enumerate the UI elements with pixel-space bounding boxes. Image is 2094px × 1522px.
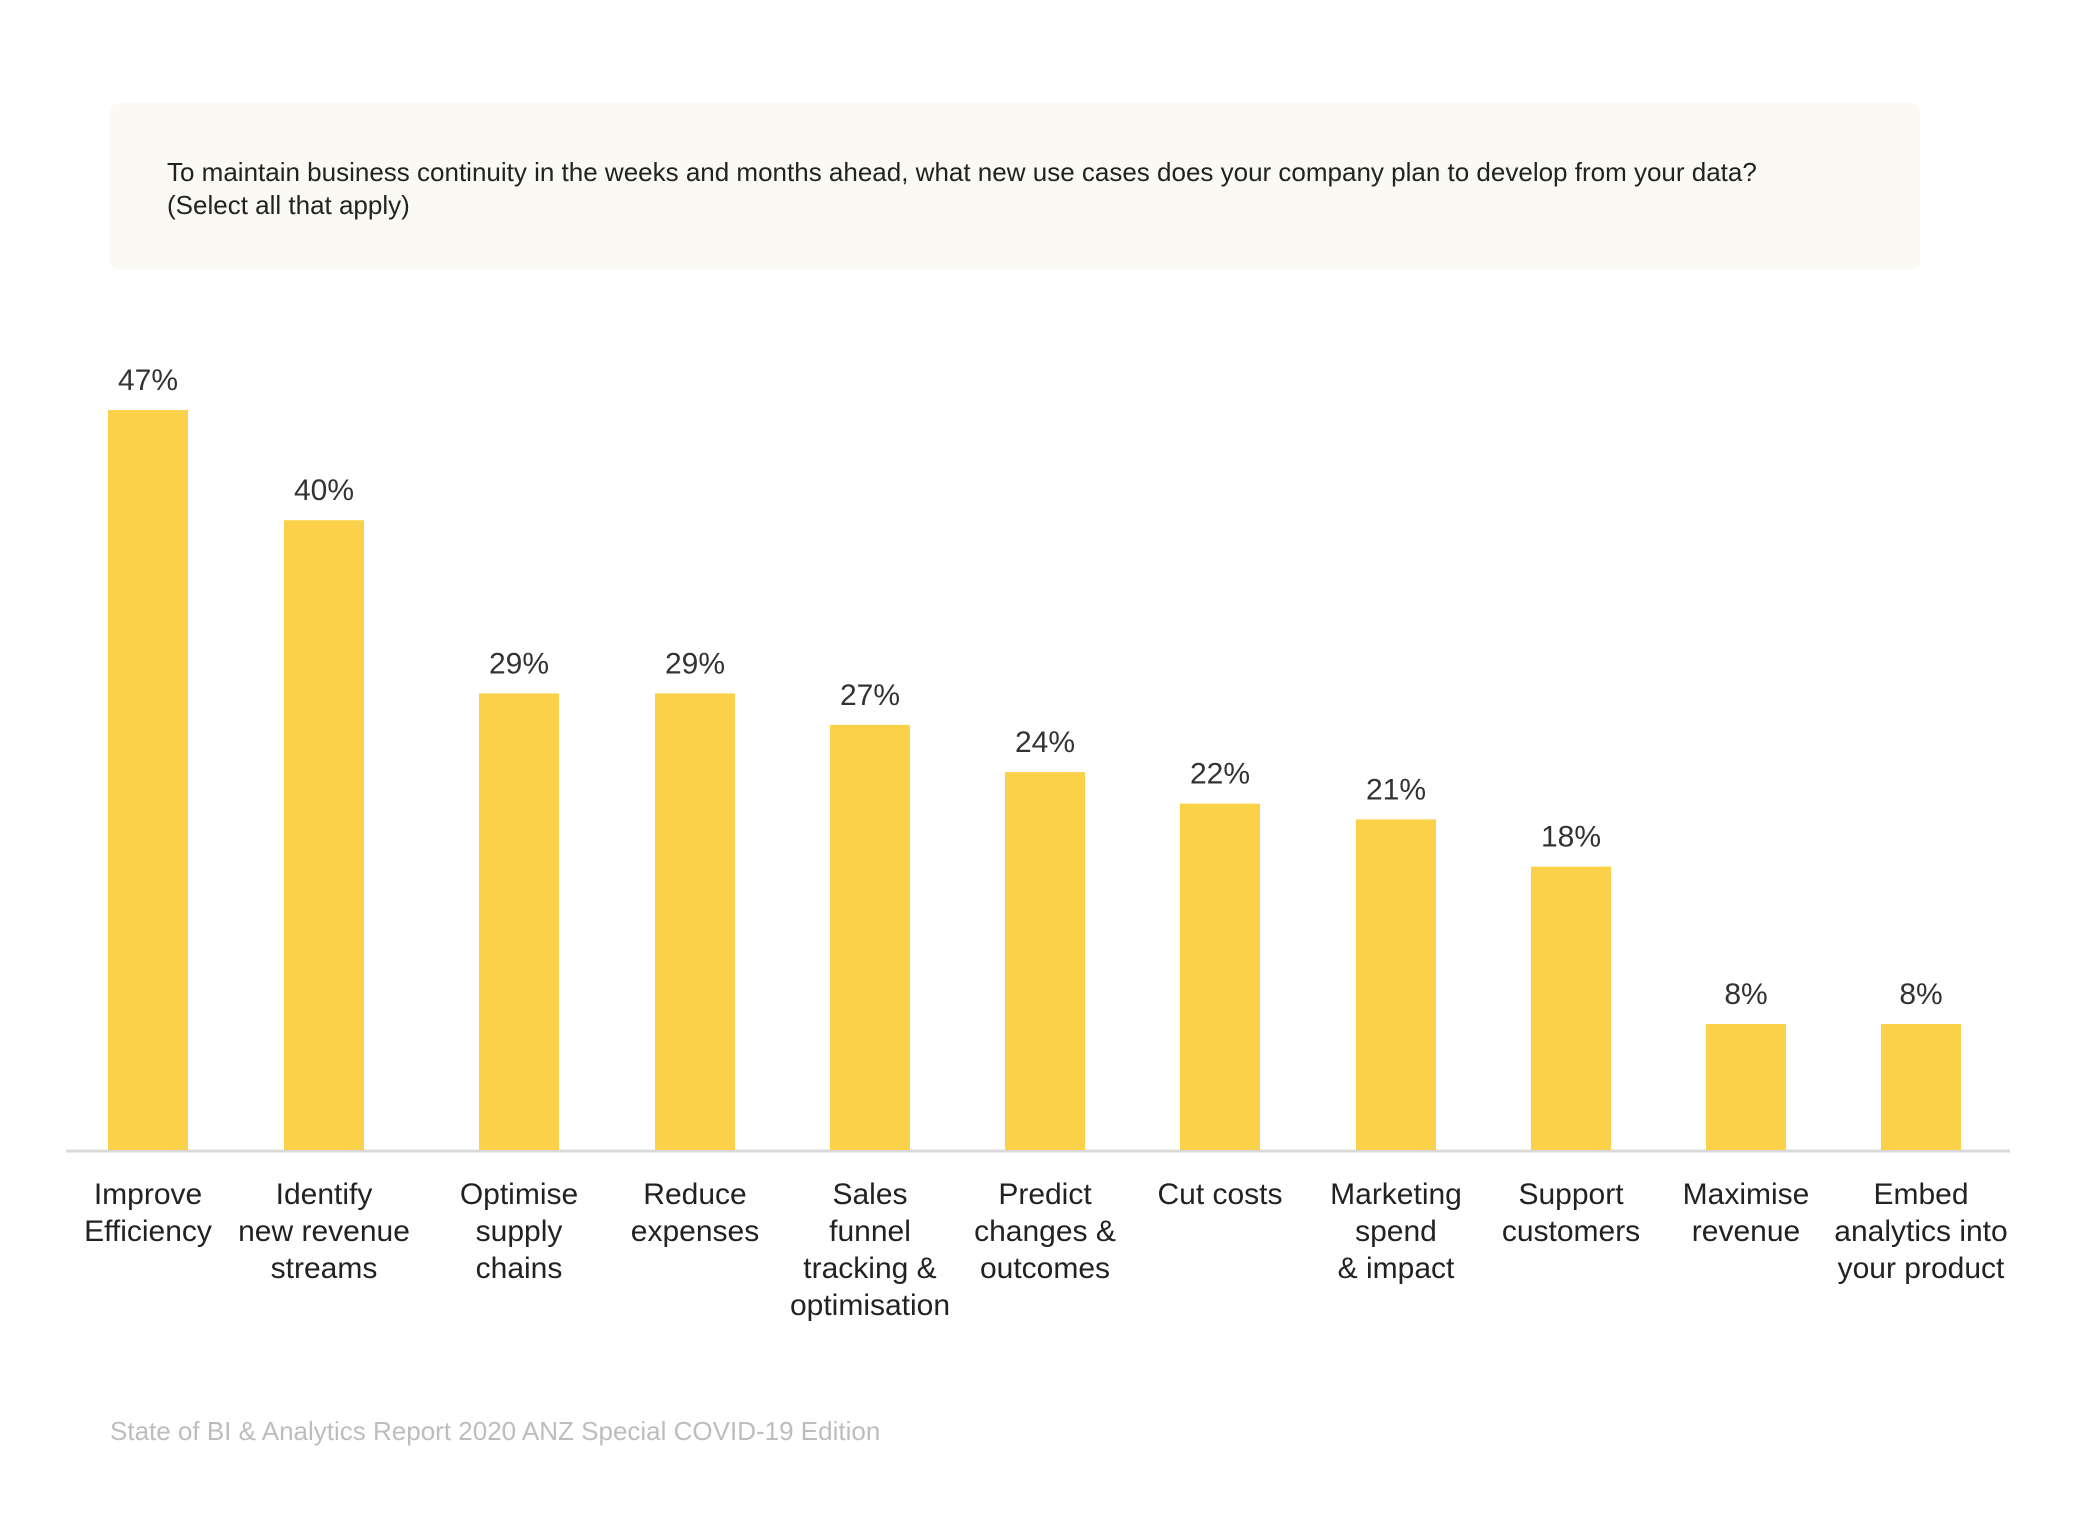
category-label-2: Optimise supply chains (460, 1178, 578, 1285)
bar-1 (284, 520, 364, 1150)
category-label-5-line-0: Predict (998, 1178, 1092, 1211)
category-label-8: Support customers (1502, 1178, 1640, 1248)
bar-3 (655, 693, 735, 1150)
category-label-9: Maximise revenue (1683, 1178, 1810, 1248)
value-label-0: 47% (118, 364, 178, 397)
category-label-6: Cut costs (1157, 1178, 1282, 1211)
category-label-4-line-3: optimisation (790, 1289, 950, 1322)
category-label-10-line-0: Embed (1873, 1178, 1968, 1211)
category-label-5-line-2: outcomes (980, 1252, 1110, 1285)
value-label-5: 24% (1015, 726, 1075, 759)
value-label-9: 8% (1724, 978, 1767, 1011)
category-label-4-line-1: funnel (829, 1215, 911, 1248)
value-label-10: 8% (1899, 978, 1942, 1011)
bar-0 (108, 410, 188, 1150)
category-label-3-line-1: expenses (631, 1215, 759, 1248)
category-label-7-line-2: & impact (1338, 1252, 1455, 1285)
category-label-3-line-0: Reduce (643, 1178, 746, 1211)
category-label-7: Marketing spend & impact (1330, 1178, 1462, 1285)
value-label-4: 27% (840, 679, 900, 712)
value-label-8: 18% (1541, 821, 1601, 854)
category-label-7-line-1: spend (1355, 1215, 1437, 1248)
category-label-9-line-1: revenue (1692, 1215, 1800, 1248)
question-box: To maintain business continuity in the w… (110, 103, 1920, 269)
category-label-0: Improve Efficiency (84, 1178, 212, 1248)
category-label-6-line-0: Cut costs (1157, 1178, 1282, 1211)
value-label-6: 22% (1190, 758, 1250, 791)
category-label-2-line-1: supply (476, 1215, 563, 1248)
category-label-4: Sales funnel tracking & optimisation (790, 1178, 950, 1322)
category-label-2-line-2: chains (476, 1252, 563, 1285)
bar-8 (1531, 866, 1611, 1150)
question-text-line-1: To maintain business continuity in the w… (167, 157, 1757, 187)
category-label-2-line-0: Optimise (460, 1178, 578, 1211)
category-label-4-line-0: Sales (832, 1178, 907, 1211)
category-label-8-line-1: customers (1502, 1215, 1640, 1248)
category-label-8-line-0: Support (1518, 1178, 1624, 1211)
category-label-10-line-1: analytics into (1834, 1215, 2007, 1248)
bar-2 (479, 693, 559, 1150)
value-label-7: 21% (1366, 773, 1426, 806)
bar-6 (1180, 803, 1260, 1150)
bar-9 (1706, 1024, 1786, 1150)
bar-10 (1881, 1024, 1961, 1150)
category-label-1: Identify new revenue streams (238, 1178, 410, 1285)
bar-4 (830, 724, 910, 1150)
category-label-5: Predict changes & outcomes (974, 1178, 1116, 1285)
category-label-5-line-1: changes & (974, 1215, 1116, 1248)
category-label-0-line-0: Improve (94, 1178, 202, 1211)
category-label-10-line-2: your product (1838, 1252, 2005, 1285)
question-text-line-2: (Select all that apply) (167, 190, 410, 220)
category-label-7-line-0: Marketing (1330, 1178, 1462, 1211)
source-note: State of BI & Analytics Report 2020 ANZ … (110, 1416, 881, 1446)
bar-7 (1356, 819, 1436, 1150)
category-label-0-line-1: Efficiency (84, 1215, 212, 1248)
value-label-2: 29% (489, 647, 549, 680)
bar-5 (1005, 772, 1085, 1150)
category-label-1-line-2: streams (271, 1252, 378, 1285)
category-label-9-line-0: Maximise (1683, 1178, 1810, 1211)
value-label-3: 29% (665, 647, 725, 680)
value-label-1: 40% (294, 474, 354, 507)
category-label-10: Embed analytics into your product (1834, 1178, 2007, 1285)
category-label-4-line-2: tracking & (803, 1252, 936, 1285)
category-label-3: Reduce expenses (631, 1178, 759, 1248)
category-label-1-line-0: Identify (276, 1178, 373, 1211)
category-label-1-line-1: new revenue (238, 1215, 410, 1248)
